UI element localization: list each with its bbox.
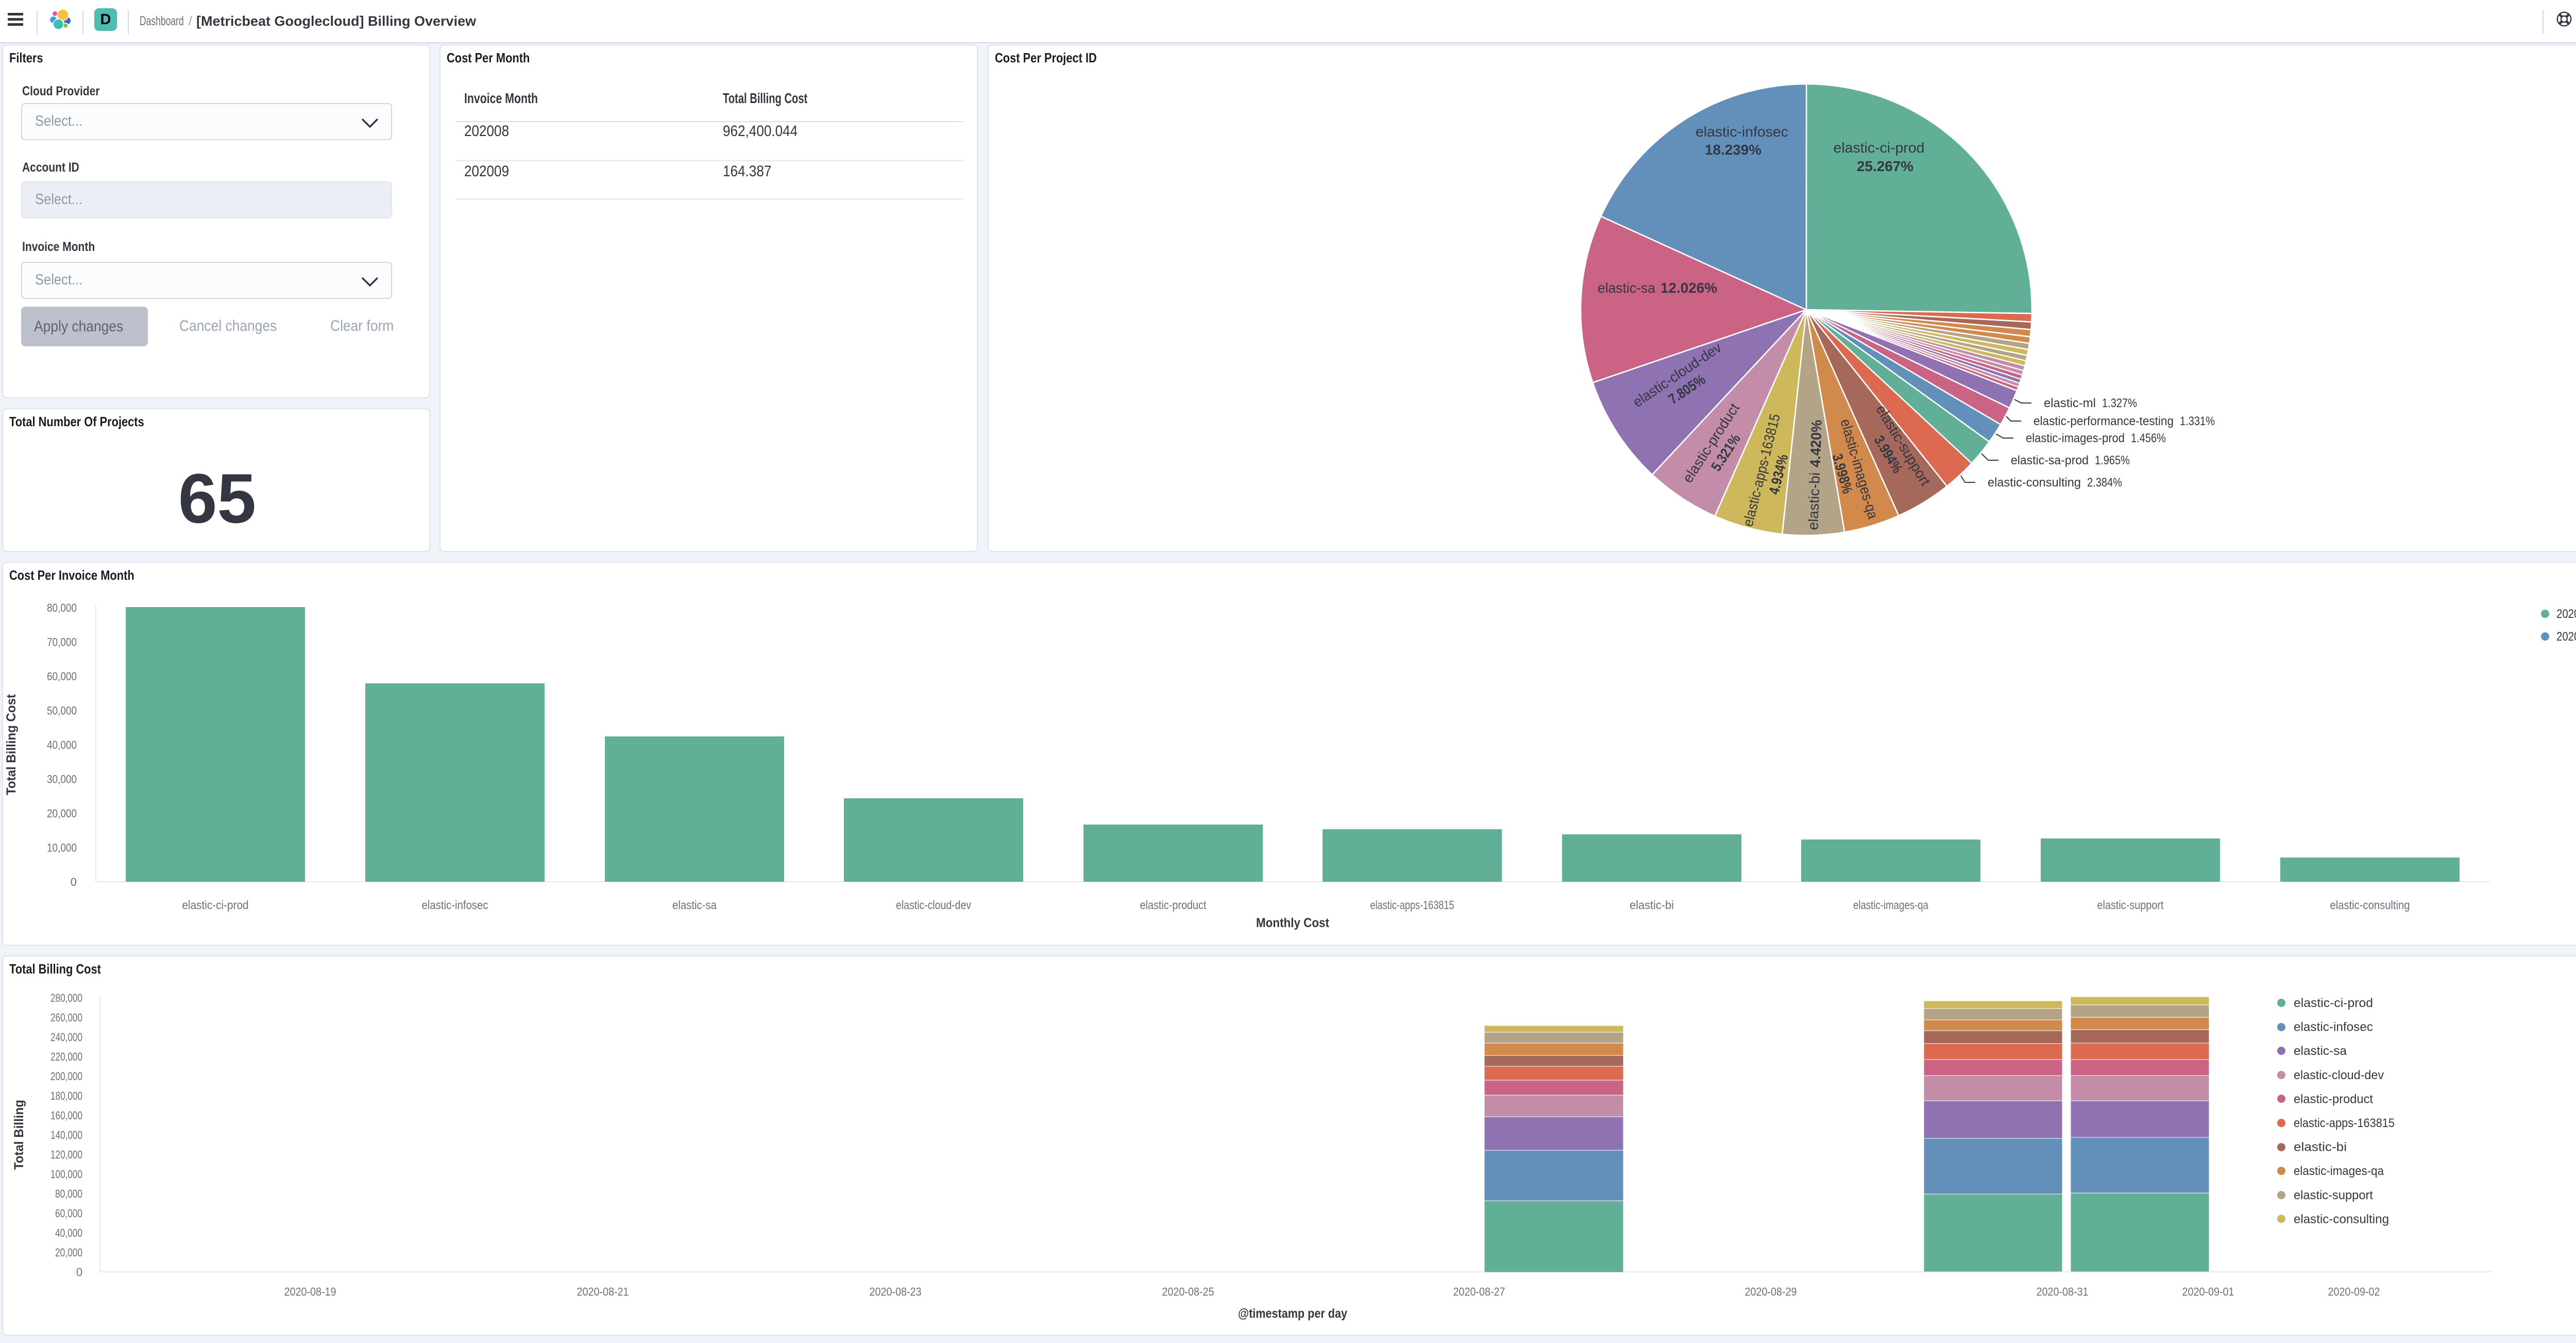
svg-text:20,000: 20,000 — [47, 807, 77, 820]
svg-text:80,000: 80,000 — [47, 601, 77, 614]
svg-text:elastic-support: elastic-support — [2097, 898, 2164, 912]
svg-text:280,000: 280,000 — [50, 992, 82, 1004]
svg-text:202008: 202008 — [2556, 607, 2576, 621]
svg-text:elastic-sa: elastic-sa — [672, 898, 717, 912]
svg-text:70,000: 70,000 — [47, 636, 77, 649]
svg-text:elastic-cloud-dev: elastic-cloud-dev — [2294, 1068, 2384, 1082]
svg-text:elastic-images-qa: elastic-images-qa — [2294, 1164, 2384, 1178]
svg-text:240,000: 240,000 — [50, 1031, 82, 1044]
svg-text:elastic-sa: elastic-sa — [2294, 1044, 2347, 1058]
svg-text:2020-08-21: 2020-08-21 — [577, 1285, 629, 1298]
svg-text:18.239%: 18.239% — [1705, 142, 1761, 158]
svg-text:2020-09-01: 2020-09-01 — [2182, 1285, 2234, 1298]
svg-text:elastic-infosec: elastic-infosec — [422, 898, 488, 912]
svg-text:140,000: 140,000 — [50, 1129, 82, 1141]
svg-text:30,000: 30,000 — [47, 773, 77, 786]
svg-text:elastic-images-qa: elastic-images-qa — [1853, 898, 1928, 912]
svg-text:2020-08-23: 2020-08-23 — [870, 1285, 922, 1298]
svg-text:100,000: 100,000 — [50, 1168, 82, 1181]
svg-text:elastic-ci-prod: elastic-ci-prod — [1834, 140, 1925, 156]
svg-text:2020-08-31: 2020-08-31 — [2037, 1285, 2089, 1298]
svg-text:2020-09-02: 2020-09-02 — [2328, 1285, 2380, 1298]
svg-text:elastic-ci-prod: elastic-ci-prod — [2294, 996, 2373, 1010]
svg-text:elastic-bi4.420%: elastic-bi4.420% — [1805, 419, 1824, 530]
svg-text:20,000: 20,000 — [55, 1246, 82, 1259]
svg-text:2020-08-29: 2020-08-29 — [1745, 1285, 1797, 1298]
svg-text:160,000: 160,000 — [50, 1109, 82, 1122]
svg-text:elastic-consulting: elastic-consulting — [2330, 898, 2410, 912]
svg-text:200,000: 200,000 — [50, 1070, 82, 1083]
svg-text:elastic-cloud-dev: elastic-cloud-dev — [896, 898, 971, 912]
svg-text:elastic-bi: elastic-bi — [1630, 898, 1674, 912]
svg-text:180,000: 180,000 — [50, 1089, 82, 1102]
svg-text:2020-08-19: 2020-08-19 — [284, 1285, 336, 1298]
svg-text:60,000: 60,000 — [47, 670, 77, 683]
svg-text:0: 0 — [76, 1266, 82, 1279]
svg-text:Monthly Cost: Monthly Cost — [1256, 916, 1330, 930]
svg-text:80,000: 80,000 — [55, 1187, 82, 1200]
svg-text:elastic-ml1.327%: elastic-ml 1.327% — [2044, 396, 2137, 410]
svg-text:elastic-infosec: elastic-infosec — [2294, 1020, 2373, 1034]
svg-text:@timestamp per day: @timestamp per day — [1238, 1306, 1347, 1321]
svg-text:25.267%: 25.267% — [1857, 158, 1913, 174]
svg-text:0: 0 — [71, 876, 77, 888]
svg-text:2020-08-25: 2020-08-25 — [1162, 1285, 1214, 1298]
svg-text:elastic-bi: elastic-bi — [2294, 1140, 2347, 1154]
svg-text:elastic-product: elastic-product — [2294, 1092, 2373, 1106]
svg-text:60,000: 60,000 — [55, 1207, 82, 1220]
svg-text:Total Billing: Total Billing — [12, 1100, 26, 1170]
svg-text:elastic-ci-prod: elastic-ci-prod — [182, 898, 249, 912]
svg-text:elastic-support: elastic-support — [2294, 1188, 2373, 1202]
svg-text:Total Billing Cost: Total Billing Cost — [4, 694, 19, 795]
svg-text:50,000: 50,000 — [47, 704, 77, 717]
svg-text:40,000: 40,000 — [55, 1227, 82, 1239]
svg-text:elastic-infosec: elastic-infosec — [1696, 124, 1788, 140]
svg-text:40,000: 40,000 — [47, 738, 77, 751]
svg-text:220,000: 220,000 — [50, 1050, 82, 1063]
svg-text:10,000: 10,000 — [47, 842, 77, 854]
svg-text:120,000: 120,000 — [50, 1148, 82, 1161]
svg-text:elastic-apps-163815: elastic-apps-163815 — [1370, 898, 1454, 912]
svg-text:202009: 202009 — [2556, 630, 2576, 644]
svg-text:elastic-product: elastic-product — [1140, 898, 1207, 912]
svg-text:260,000: 260,000 — [50, 1011, 82, 1024]
svg-text:elastic-apps-163815: elastic-apps-163815 — [2294, 1116, 2395, 1130]
svg-text:elastic-consulting: elastic-consulting — [2294, 1212, 2389, 1226]
svg-text:2020-08-27: 2020-08-27 — [1453, 1285, 1505, 1298]
